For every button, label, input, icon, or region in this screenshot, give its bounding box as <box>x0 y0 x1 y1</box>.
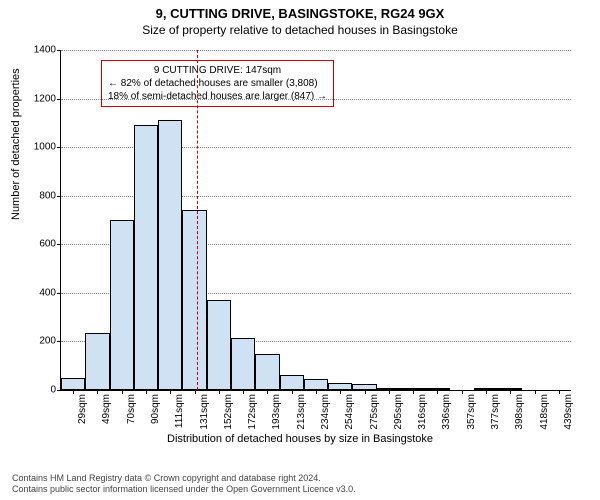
x-tick <box>340 390 341 394</box>
x-tick <box>97 390 98 394</box>
x-tick-label: 234sqm <box>320 394 331 430</box>
x-tick <box>146 390 147 394</box>
x-tick <box>559 390 560 394</box>
x-tick <box>219 390 220 394</box>
y-tick <box>57 341 61 342</box>
y-tick-label: 1200 <box>21 93 56 104</box>
x-tick <box>73 390 74 394</box>
annotation-box: 9 CUTTING DRIVE: 147sqm ← 82% of detache… <box>101 60 334 107</box>
y-tick <box>57 50 61 51</box>
x-tick-label: 29sqm <box>77 394 88 424</box>
x-tick-label: 439sqm <box>563 394 574 430</box>
footer: Contains HM Land Registry data © Crown c… <box>12 473 588 496</box>
x-tick-label: 131sqm <box>199 394 210 430</box>
y-tick-label: 0 <box>21 385 56 396</box>
footer-line1: Contains HM Land Registry data © Crown c… <box>12 473 588 485</box>
x-tick <box>292 390 293 394</box>
histogram-bar <box>134 125 158 390</box>
x-tick-label: 316sqm <box>417 394 428 430</box>
x-tick-label: 357sqm <box>466 394 477 430</box>
x-tick <box>462 390 463 394</box>
x-tick-label: 377sqm <box>490 394 501 430</box>
histogram-bar <box>61 378 85 390</box>
annotation-line3: 18% of semi-detached houses are larger (… <box>108 90 327 103</box>
plot-area: 9 CUTTING DRIVE: 147sqm ← 82% of detache… <box>60 50 571 391</box>
x-tick-label: 172sqm <box>247 394 258 430</box>
y-tick-label: 800 <box>21 190 56 201</box>
annotation-line1: 9 CUTTING DRIVE: 147sqm <box>108 64 327 77</box>
x-tick <box>122 390 123 394</box>
x-tick-label: 90sqm <box>150 394 161 424</box>
annotation-line2: ← 82% of detached houses are smaller (3,… <box>108 77 327 90</box>
x-tick <box>267 390 268 394</box>
y-tick <box>57 390 61 391</box>
x-tick <box>389 390 390 394</box>
x-tick-label: 111sqm <box>174 394 185 428</box>
y-tick <box>57 244 61 245</box>
x-tick <box>316 390 317 394</box>
x-tick-label: 213sqm <box>296 394 307 430</box>
y-tick <box>57 147 61 148</box>
x-tick-label: 418sqm <box>539 394 550 430</box>
x-tick <box>535 390 536 394</box>
x-tick <box>170 390 171 394</box>
x-tick <box>510 390 511 394</box>
y-tick-label: 1400 <box>21 45 56 56</box>
histogram-bar <box>280 375 304 390</box>
x-tick-label: 254sqm <box>344 394 355 430</box>
y-tick <box>57 196 61 197</box>
x-tick-label: 152sqm <box>223 394 234 430</box>
x-tick-label: 336sqm <box>441 394 452 430</box>
x-tick <box>365 390 366 394</box>
x-tick-label: 193sqm <box>271 394 282 430</box>
histogram-bar <box>158 120 182 390</box>
histogram-bar <box>85 333 109 390</box>
y-tick <box>57 99 61 100</box>
x-tick-label: 398sqm <box>514 394 525 430</box>
reference-line <box>197 50 198 390</box>
y-tick-label: 1000 <box>21 142 56 153</box>
histogram-bar <box>255 354 279 390</box>
chart-title: 9, CUTTING DRIVE, BASINGSTOKE, RG24 9GX <box>0 0 600 21</box>
grid-line <box>61 50 571 51</box>
histogram-bar <box>182 210 206 390</box>
histogram-bar <box>304 379 328 390</box>
x-tick <box>243 390 244 394</box>
histogram-bar <box>231 338 255 390</box>
x-tick <box>413 390 414 394</box>
x-axis-title: Distribution of detached houses by size … <box>0 433 600 445</box>
chart-subtitle: Size of property relative to detached ho… <box>0 21 600 37</box>
x-tick <box>195 390 196 394</box>
x-tick-label: 49sqm <box>101 394 112 424</box>
y-tick-label: 400 <box>21 287 56 298</box>
histogram-bar <box>207 300 231 390</box>
histogram-bar <box>328 383 352 390</box>
x-tick-label: 295sqm <box>393 394 404 430</box>
x-tick <box>437 390 438 394</box>
histogram-bar <box>110 220 134 390</box>
y-tick-label: 600 <box>21 239 56 250</box>
x-tick-label: 275sqm <box>369 394 380 430</box>
x-tick-label: 70sqm <box>126 394 137 424</box>
chart-container: 9, CUTTING DRIVE, BASINGSTOKE, RG24 9GX … <box>0 0 600 500</box>
grid-line <box>61 99 571 100</box>
x-tick <box>486 390 487 394</box>
y-tick-label: 200 <box>21 336 56 347</box>
y-tick <box>57 293 61 294</box>
footer-line2: Contains public sector information licen… <box>12 484 588 496</box>
